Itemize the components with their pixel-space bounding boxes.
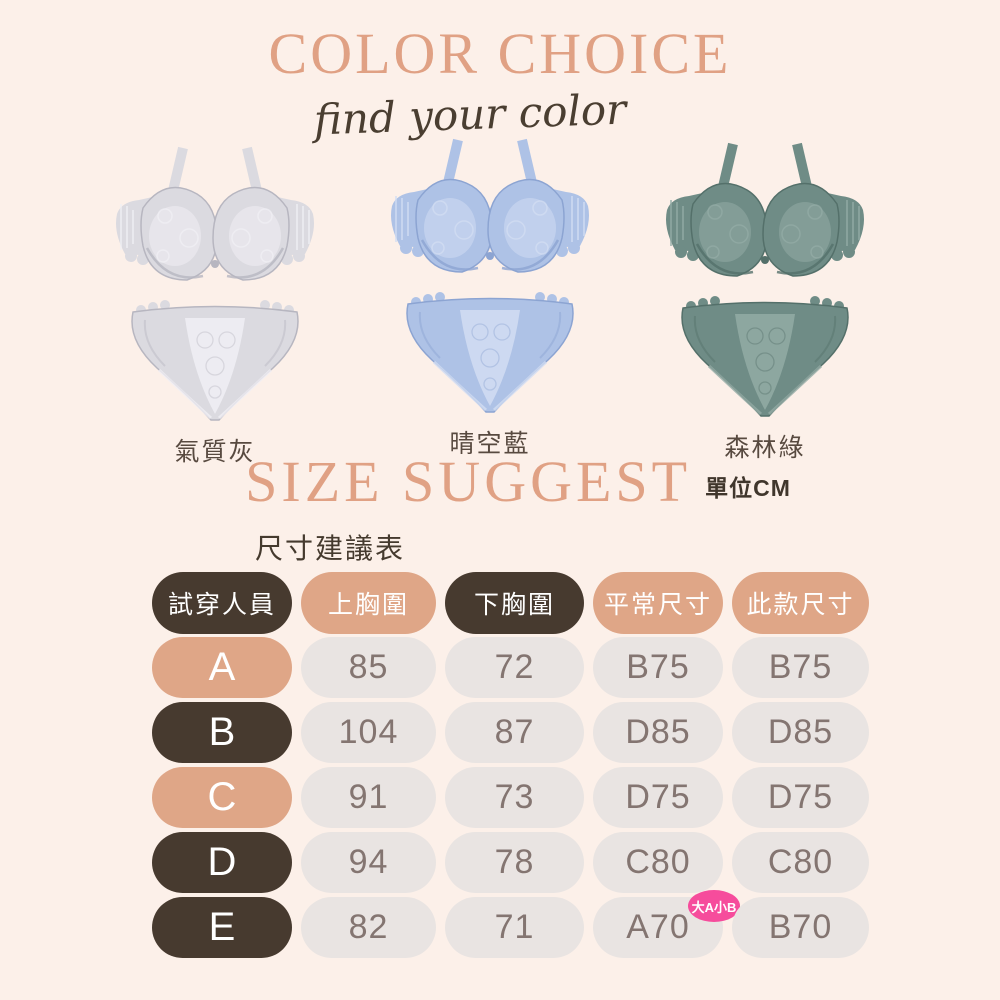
size-unit-label: 單位CM: [705, 474, 791, 501]
table-cell: 85: [301, 637, 436, 698]
table-cell: 71: [445, 897, 584, 958]
table-cell: 72: [445, 637, 584, 698]
column-header-this-style-size: 此款尺寸: [732, 572, 869, 634]
table-cell: 104: [301, 702, 436, 763]
column-header-person: 試穿人員: [152, 572, 292, 634]
page-title: COLOR CHOICE: [268, 21, 732, 86]
table-cell: 94: [301, 832, 436, 893]
table-cell: D75: [593, 767, 723, 828]
size-section-header: SIZE SUGGEST 單位CM: [18, 449, 1000, 514]
size-table-subtitle: 尺寸建議表: [255, 533, 406, 564]
row-label: A: [152, 637, 292, 698]
colorway-label: 晴空藍: [449, 431, 531, 458]
table-cell: 87: [445, 702, 584, 763]
table-cell: D75: [732, 767, 869, 828]
table-cell: 73: [445, 767, 584, 828]
table-cell: D85: [732, 702, 869, 763]
table-cell: B75: [732, 637, 869, 698]
size-section-title: SIZE SUGGEST: [245, 449, 692, 514]
product-colorway-green: 森林綠: [655, 138, 875, 464]
colorway-label: 森林綠: [724, 435, 806, 462]
bra-illustration: [666, 142, 864, 277]
panty-illustration: [406, 292, 574, 413]
row-label: C: [152, 767, 292, 828]
row-label: B: [152, 702, 292, 763]
column-header-usual-size: 平常尺寸: [593, 572, 723, 634]
table-cell: C80: [593, 832, 723, 893]
bra-illustration: [116, 146, 314, 281]
table-cell: B75: [593, 637, 723, 698]
table-cell: 91: [301, 767, 436, 828]
colorway-label: 氣質灰: [174, 439, 256, 466]
panty-illustration: [681, 296, 849, 417]
table-cell: D85: [593, 702, 723, 763]
table-cell: B70: [732, 897, 869, 958]
row-label: D: [152, 832, 292, 893]
table-cell-with-badge: A70 大A小B: [593, 890, 740, 958]
product-colorway-gray: 氣質灰: [105, 142, 325, 468]
table-cell: A70: [626, 908, 690, 946]
column-header-upper-bust: 上胸圍: [301, 572, 436, 634]
table-cell: 78: [445, 832, 584, 893]
column-header-under-bust: 下胸圍: [445, 572, 584, 634]
table-cell: C80: [732, 832, 869, 893]
panty-illustration: [131, 300, 299, 421]
product-colorway-blue: 晴空藍: [380, 134, 600, 460]
bra-illustration: [391, 138, 589, 273]
highlight-badge: 大A小B: [688, 890, 740, 922]
size-table: 試穿人員 上胸圍 下胸圍 平常尺寸 此款尺寸 A 85 72 B75 B75 B…: [152, 572, 869, 958]
table-cell: 82: [301, 897, 436, 958]
row-label: E: [152, 897, 292, 958]
